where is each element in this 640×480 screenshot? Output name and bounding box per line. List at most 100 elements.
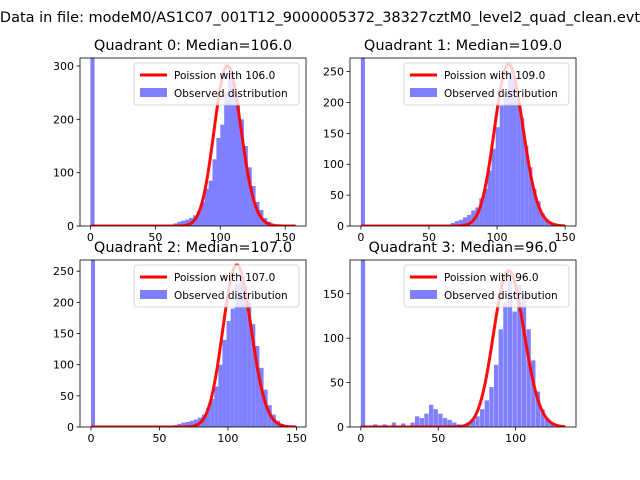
y-tick-label: 250 xyxy=(53,265,74,278)
y-tick-label: 200 xyxy=(53,113,74,126)
histogram-bar xyxy=(243,146,248,226)
subplot-title: Quadrant 2: Median=107.0 xyxy=(94,240,292,256)
histogram-bar xyxy=(234,283,239,427)
legend-poisson-label: Poission with 106.0 xyxy=(174,70,275,82)
histogram-bar xyxy=(487,170,492,226)
y-tick-label: 0 xyxy=(67,421,74,434)
legend-observed-swatch xyxy=(140,88,167,97)
y-tick-label: 250 xyxy=(323,66,344,79)
histogram-bar xyxy=(222,339,227,427)
histogram-bar xyxy=(208,180,213,226)
histogram-bar xyxy=(484,400,489,427)
y-tick-label: 100 xyxy=(323,332,344,345)
legend: Poission with 107.0 Observed distribution xyxy=(133,264,300,308)
axes-frame xyxy=(349,57,577,227)
poisson-curve xyxy=(90,263,297,427)
histogram-bar xyxy=(177,423,182,427)
histogram-bar xyxy=(424,413,429,427)
legend-observed-label: Observed distribution xyxy=(174,290,288,302)
legend-box xyxy=(133,62,300,106)
histogram-bar xyxy=(493,364,499,427)
plot-area xyxy=(90,260,297,427)
y-tick-label: 300 xyxy=(53,60,74,73)
histogram-bar xyxy=(196,211,202,226)
legend-box xyxy=(403,264,570,308)
x-tick-label: 100 xyxy=(505,432,526,445)
histogram-bar xyxy=(255,345,260,427)
x-tick-label: 50 xyxy=(422,231,436,244)
histogram-bar xyxy=(433,409,438,427)
y-tick-label: 50 xyxy=(330,377,344,390)
x-tick-label: 50 xyxy=(148,231,162,244)
axes-frame xyxy=(79,57,307,227)
legend-box xyxy=(133,264,300,308)
histogram-bar xyxy=(185,422,190,427)
histogram-bar xyxy=(90,260,96,427)
histogram-bar xyxy=(185,219,190,226)
histogram-bar xyxy=(524,145,529,226)
subplot-quadrant-1: 0 50 100 150 0 50 100 150 200 250 Quadrant 1: Medi… xyxy=(323,38,577,244)
subplot-title: Quadrant 1: Median=109.0 xyxy=(364,38,562,54)
legend: Poission with 96.0 Observed distribution xyxy=(403,264,570,308)
histogram-bar xyxy=(540,409,545,427)
histogram-bar xyxy=(220,124,225,226)
histogram-bar xyxy=(206,408,211,427)
histogram-bar xyxy=(521,293,527,427)
histogram-bar xyxy=(479,198,484,226)
axes-frame xyxy=(79,259,307,428)
y-tick-label: 100 xyxy=(323,158,344,171)
histogram-bar xyxy=(200,202,205,226)
histogram-bar xyxy=(181,422,186,427)
histogram-bar xyxy=(239,119,244,226)
subplot-quadrant-2: 0 50 100 150 0 50 100 150 200 250 Quadrant 2: Medi… xyxy=(53,240,307,445)
histogram-bar xyxy=(214,386,219,427)
histogram-bar xyxy=(503,93,508,226)
histogram-bar xyxy=(401,423,406,427)
histogram-bar xyxy=(216,138,221,226)
histogram-bar xyxy=(526,329,531,427)
histogram-bar xyxy=(226,321,231,427)
legend-observed-label: Observed distribution xyxy=(444,290,558,302)
x-tick-label: 50 xyxy=(152,432,166,445)
legend: Poission with 106.0 Observed distribution xyxy=(133,62,300,106)
histogram-bar xyxy=(520,117,525,226)
histogram-bar xyxy=(428,404,434,427)
histogram-bar xyxy=(238,274,243,427)
plot-area xyxy=(360,58,566,226)
subplot-title: Quadrant 0: Median=106.0 xyxy=(94,38,292,54)
y-tick-label: 100 xyxy=(53,359,74,372)
histogram-bar xyxy=(442,418,448,427)
histogram-bar xyxy=(512,311,517,427)
histogram-bar xyxy=(90,58,95,226)
histogram-bar xyxy=(177,221,182,226)
histogram-bar xyxy=(545,418,550,427)
subplot-quadrant-0: 0 50 100 150 0 100 200 300 Quadrant 0: Median=10… xyxy=(53,38,307,244)
histogram-bar xyxy=(235,103,241,226)
histogram-bar xyxy=(540,213,545,226)
poisson-curve xyxy=(90,64,296,226)
x-tick-label: 0 xyxy=(357,432,364,445)
histogram-bar xyxy=(247,302,252,427)
histogram-bar xyxy=(224,92,229,226)
y-tick-label: 150 xyxy=(53,328,74,341)
histogram-bar xyxy=(230,308,235,427)
histogram-bar xyxy=(467,214,472,226)
histogram-bar xyxy=(498,329,503,427)
x-tick-label: 150 xyxy=(275,231,296,244)
y-tick-label: 150 xyxy=(323,288,344,301)
histogram-bar xyxy=(212,159,217,226)
histogram-bar xyxy=(231,82,237,226)
x-tick-label: 150 xyxy=(286,432,307,445)
y-tick-label: 50 xyxy=(60,390,74,403)
histogram-bar xyxy=(415,416,420,427)
x-tick-label: 0 xyxy=(357,231,364,244)
legend-observed-swatch xyxy=(410,290,437,299)
histogram-bar xyxy=(251,186,256,226)
histogram-bar xyxy=(499,105,504,226)
histogram-bar xyxy=(247,167,252,226)
subplot-quadrant-3: 0 50 100 0 50 100 150 Quadrant 3: Median=96.0 Po… xyxy=(323,240,577,445)
histogram-bar xyxy=(447,419,452,427)
plot-area xyxy=(360,260,566,427)
histogram-bar xyxy=(454,221,459,226)
